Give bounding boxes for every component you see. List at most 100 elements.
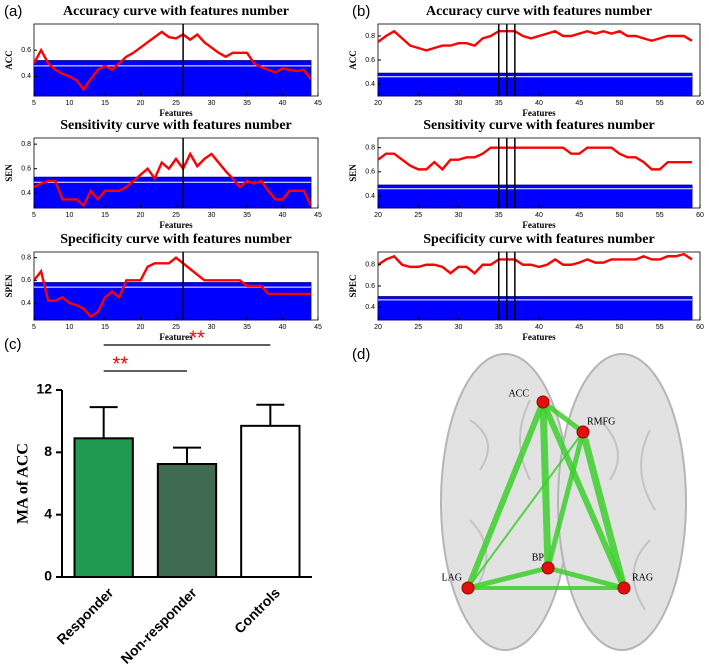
x-tick-label: 20 — [137, 100, 145, 107]
y-tick-label: 8 — [44, 443, 52, 459]
x-tick-label: 45 — [314, 100, 322, 107]
y-tick-label: 0.4 — [21, 73, 31, 80]
x-tick-label: 5 — [32, 324, 36, 331]
series-line — [377, 146, 692, 172]
y-axis-label: ACC — [4, 50, 14, 70]
x-tick-label: 25 — [172, 324, 180, 331]
y-tick-label: 0.6 — [21, 277, 31, 284]
error-bar — [256, 403, 285, 426]
chart-title: Specificity curve with features number — [423, 232, 654, 247]
x-axis-label: Features — [522, 220, 556, 230]
x-tick-label: 40 — [279, 212, 287, 219]
edge — [465, 399, 546, 591]
y-axis-label: MA of ACC — [15, 443, 32, 524]
x-tick-label: 45 — [314, 212, 322, 219]
x-tick-label: 30 — [455, 100, 463, 107]
x-tick-label: 15 — [101, 100, 109, 107]
x-tick-label: 30 — [455, 212, 463, 219]
x-tick-label: 10 — [66, 100, 74, 107]
x-tick-label: 60 — [696, 212, 704, 219]
x-tick-label: 25 — [414, 100, 422, 107]
y-tick-label: 12 — [36, 381, 52, 397]
bar — [156, 463, 218, 579]
edge — [465, 565, 551, 591]
x-tick-label: 20 — [374, 212, 382, 219]
x-tick-label: 50 — [616, 324, 624, 331]
x-tick-label: 10 — [66, 324, 74, 331]
x-tick-label: 20 — [137, 324, 145, 331]
x-axis-label: Features — [522, 108, 556, 118]
node — [461, 581, 475, 595]
error-bar — [173, 446, 201, 465]
x-tick-label: 45 — [575, 100, 583, 107]
chart-title: Accuracy curve with features number — [426, 4, 652, 19]
y-tick-label: 0.8 — [365, 33, 375, 40]
x-tick-label: 25 — [172, 100, 180, 107]
band-area — [33, 60, 312, 97]
y-tick-label: 0.6 — [365, 169, 375, 176]
y-axis-label: SPEN — [4, 274, 14, 298]
band-area — [377, 184, 693, 209]
x-tick-label: 45 — [575, 324, 583, 331]
x-tick-label: 35 — [243, 324, 251, 331]
y-axis-label: SEN — [4, 164, 14, 182]
y-tick-label: 0.4 — [21, 300, 31, 307]
x-axis-label: Features — [522, 332, 556, 342]
y-axis-label: SEN — [348, 164, 358, 182]
x-tick-label: 40 — [279, 324, 287, 331]
y-tick-label: 0.4 — [365, 304, 375, 311]
chart-title: Accuracy curve with features number — [63, 4, 289, 19]
x-tick-label: Responder — [53, 584, 116, 647]
x-tick-label: Non-responder — [117, 584, 200, 667]
edge — [540, 399, 586, 435]
y-tick-label: 0.4 — [365, 81, 375, 88]
band-area — [377, 72, 693, 97]
series-line — [377, 29, 693, 52]
x-tick-label: 30 — [208, 212, 216, 219]
x-tick-label: 35 — [495, 212, 503, 219]
x-tick-label: 20 — [137, 212, 145, 219]
x-tick-label: 5 — [32, 100, 36, 107]
y-tick-label: 4 — [44, 505, 52, 521]
x-tick-label: 40 — [279, 100, 287, 107]
series-line — [33, 151, 312, 208]
edge — [579, 428, 628, 592]
x-axis-label: Features — [159, 220, 193, 230]
y-tick-label: 0.8 — [21, 255, 31, 262]
x-tick-label: 40 — [535, 324, 543, 331]
x-tick-label: 55 — [656, 100, 664, 107]
x-tick-label: 25 — [414, 324, 422, 331]
y-tick-label: 0.6 — [21, 47, 31, 54]
series-line — [32, 30, 312, 92]
panel-label: (a) — [4, 3, 22, 20]
x-tick-label: 30 — [455, 324, 463, 331]
x-tick-label: 10 — [66, 212, 74, 219]
y-tick-label: 0.6 — [21, 166, 31, 173]
y-tick-label: 0.8 — [365, 262, 375, 269]
right-hemisphere — [557, 353, 687, 651]
x-tick-label: 60 — [696, 100, 704, 107]
x-tick-label: 35 — [495, 324, 503, 331]
x-tick-label: 35 — [495, 100, 503, 107]
edge — [545, 429, 586, 571]
y-tick-label: 0.6 — [365, 283, 375, 290]
x-tick-label: 45 — [575, 212, 583, 219]
x-tick-label: 35 — [243, 100, 251, 107]
x-tick-label: 55 — [656, 212, 664, 219]
series-line — [33, 256, 311, 319]
bar — [240, 424, 301, 579]
x-tick-label: 20 — [374, 324, 382, 331]
edge — [545, 565, 627, 591]
gyri — [469, 399, 656, 611]
node-label: RMFG — [587, 416, 615, 427]
x-tick-label: 50 — [616, 212, 624, 219]
y-tick-label: 0.4 — [365, 193, 375, 200]
series-line — [377, 252, 693, 275]
x-tick-label: 60 — [696, 324, 704, 331]
x-tick-label: 35 — [243, 212, 251, 219]
y-tick-label: 0 — [44, 568, 52, 584]
bar — [73, 437, 134, 578]
node-label: LAG — [441, 572, 462, 583]
x-tick-label: 30 — [208, 100, 216, 107]
